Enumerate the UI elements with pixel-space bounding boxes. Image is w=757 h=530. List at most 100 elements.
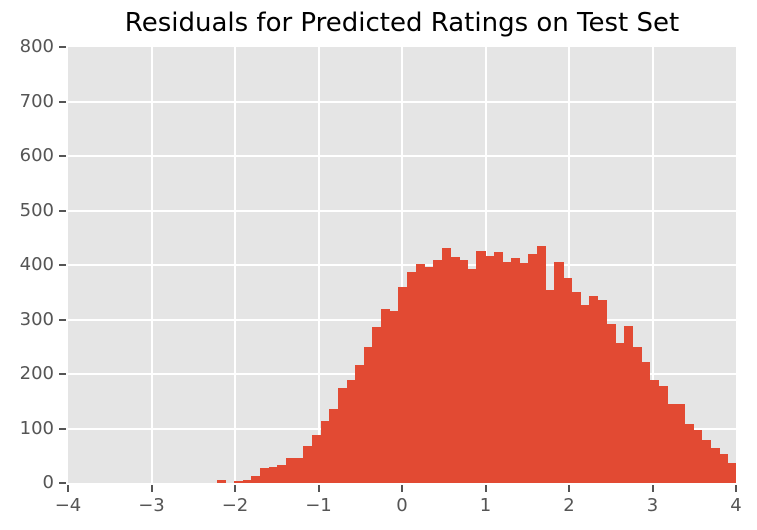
histogram-bar — [640, 362, 651, 483]
x-axis-tick-mark — [234, 485, 236, 492]
histogram-bar — [606, 324, 616, 483]
x-axis-tick-mark — [401, 485, 403, 492]
histogram-bar — [597, 299, 607, 483]
histogram-bar — [701, 439, 711, 483]
histogram-bar — [476, 250, 486, 483]
y-axis-tick-mark — [59, 155, 66, 157]
histogram-bar — [467, 268, 478, 483]
plot-area — [68, 47, 736, 483]
y-axis-tick-mark — [59, 427, 66, 430]
histogram-bar — [554, 261, 564, 483]
gridline-vertical — [317, 47, 320, 483]
histogram-bar — [727, 462, 736, 483]
histogram-bar — [398, 286, 408, 483]
histogram-bar — [614, 343, 625, 483]
y-axis-tick-label: 400 — [19, 254, 54, 275]
chart-title: Residuals for Predicted Ratings on Test … — [124, 8, 680, 38]
histogram-bar — [424, 267, 434, 483]
y-axis-tick-mark — [59, 264, 66, 266]
histogram-bar — [337, 387, 348, 483]
histogram-bar — [649, 380, 659, 483]
y-axis-tick-label: 0 — [42, 472, 54, 493]
histogram-bar — [658, 386, 668, 483]
histogram-bar — [450, 256, 460, 483]
histogram-bar — [242, 479, 252, 483]
histogram-bar — [311, 434, 322, 483]
histogram-bar — [623, 326, 633, 483]
histogram-bar — [415, 264, 426, 483]
x-axis-tick-mark — [651, 485, 654, 492]
histogram-bar — [718, 454, 729, 483]
histogram-bar — [580, 304, 590, 483]
histogram-bar — [277, 465, 287, 483]
x-axis-tick-label: 0 — [396, 495, 408, 516]
histogram-bar — [485, 255, 495, 483]
x-axis-tick-mark — [67, 485, 69, 492]
histogram-bar — [372, 326, 382, 483]
x-axis-tick-mark — [317, 485, 320, 492]
x-axis-tick-label: 2 — [563, 495, 575, 516]
y-axis-tick-mark — [59, 209, 66, 212]
histogram-bar — [251, 476, 261, 483]
y-axis-tick-label: 100 — [19, 417, 54, 439]
y-axis-tick-label: 600 — [19, 145, 54, 166]
histogram-bar — [285, 458, 296, 483]
histogram-bar — [381, 309, 391, 483]
histogram-bar — [268, 466, 278, 483]
histogram-bar — [632, 347, 642, 483]
histogram-bar — [363, 347, 374, 483]
histogram-bar — [433, 260, 443, 483]
x-axis-tick-mark — [568, 485, 570, 492]
histogram-bar — [502, 261, 512, 483]
x-axis-tick-label: 1 — [479, 495, 492, 516]
gridline-vertical — [150, 47, 153, 483]
histogram-bar — [441, 247, 452, 483]
histogram-bar — [303, 445, 313, 483]
y-axis-tick-label: 500 — [19, 199, 54, 221]
histogram-bar — [588, 296, 599, 483]
y-axis-tick-label: 800 — [19, 36, 54, 57]
histogram-bar — [294, 457, 304, 483]
histogram-bar — [259, 468, 270, 483]
histogram-bar — [233, 480, 244, 483]
y-axis-tick-mark — [59, 100, 66, 103]
gridline-vertical — [401, 47, 403, 483]
y-axis-tick-label: 300 — [19, 308, 54, 330]
y-axis-tick-mark — [59, 46, 66, 48]
histogram-bar — [519, 263, 530, 483]
x-axis-tick-label: −1 — [305, 495, 332, 516]
gridline-vertical — [568, 47, 570, 483]
histogram-bar — [493, 252, 504, 483]
histogram-bar — [329, 408, 339, 483]
histogram-bar — [355, 365, 365, 483]
gridline-vertical — [651, 47, 654, 483]
histogram-bar — [459, 259, 469, 483]
histogram-bar — [216, 480, 226, 483]
histogram-bar — [666, 403, 677, 483]
x-axis-tick-mark — [735, 485, 737, 492]
x-axis-tick-label: −2 — [221, 495, 249, 516]
histogram-bar — [675, 403, 685, 483]
histogram-bar — [692, 429, 703, 483]
gridline-vertical — [234, 47, 236, 483]
histogram-bar — [320, 421, 330, 483]
histogram-bar — [528, 254, 538, 483]
x-axis-tick-label: 4 — [730, 495, 742, 516]
histogram-bar — [511, 257, 521, 483]
histogram-bar — [545, 289, 555, 483]
histogram-bar — [562, 277, 573, 483]
x-axis-tick-mark — [150, 485, 153, 492]
y-axis-tick-mark — [59, 373, 66, 375]
x-axis-tick-mark — [484, 485, 487, 492]
y-axis-tick-label: 200 — [19, 363, 54, 384]
histogram-bar — [407, 271, 417, 483]
histogram-bar — [346, 380, 356, 483]
y-axis-tick-label: 700 — [19, 90, 54, 112]
y-axis-tick-mark — [59, 318, 66, 321]
histogram-bar — [389, 311, 400, 483]
x-axis-tick-label: −4 — [54, 495, 82, 516]
y-axis-tick-mark — [59, 482, 66, 484]
x-axis-tick-label: 3 — [646, 495, 659, 516]
histogram-bar — [571, 291, 581, 483]
